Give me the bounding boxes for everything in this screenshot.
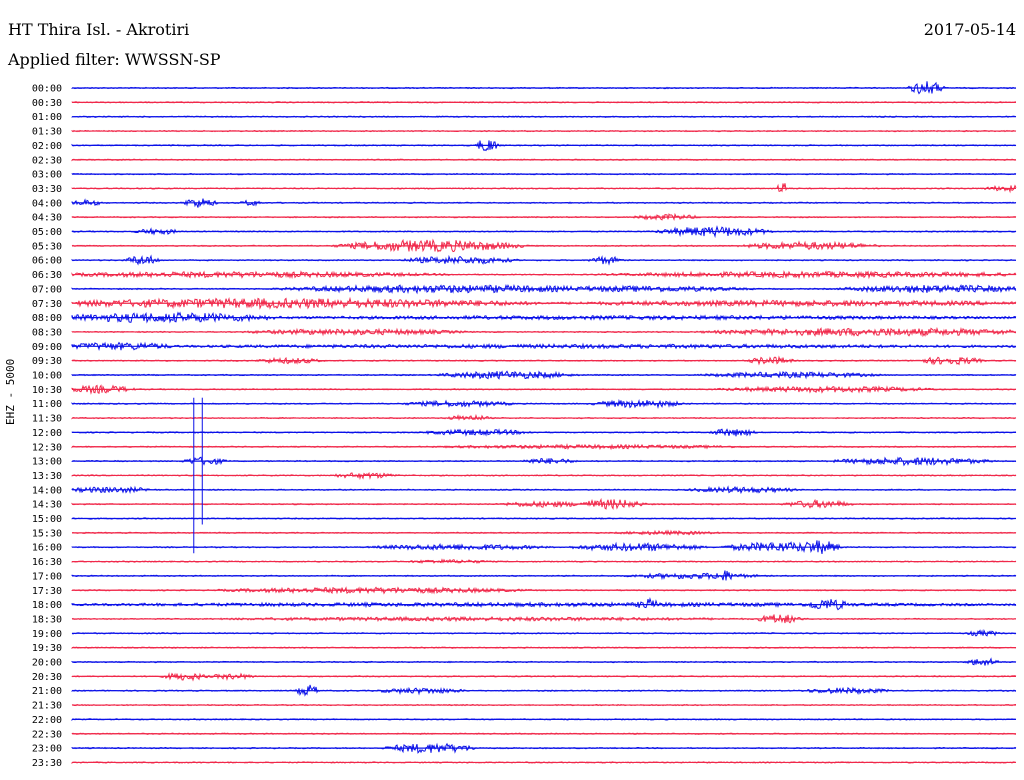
time-tick-label: 13:00	[32, 457, 62, 468]
time-tick-label: 07:30	[32, 299, 62, 310]
station-title: HT Thira Isl. - Akrotiri	[8, 20, 190, 39]
time-tick-label: 19:00	[32, 629, 62, 640]
time-tick-label: 02:30	[32, 155, 62, 166]
time-tick-label: 01:00	[32, 112, 62, 123]
time-tick-label: 22:30	[32, 729, 62, 740]
time-tick-label: 00:00	[32, 84, 62, 95]
time-tick-label: 12:00	[32, 428, 62, 439]
record-date: 2017-05-14	[923, 20, 1016, 39]
time-tick-label: 06:30	[32, 270, 62, 281]
time-tick-label: 05:30	[32, 241, 62, 252]
trace-line	[71, 183, 1017, 194]
time-tick-label: 17:30	[32, 586, 62, 597]
time-tick-label: 08:00	[32, 313, 62, 324]
time-tick-label: 18:30	[32, 614, 62, 625]
time-tick-label: 17:00	[32, 571, 62, 582]
time-tick-label: 18:00	[32, 600, 62, 611]
time-tick-label: 23:30	[32, 758, 62, 769]
time-tick-label: 10:00	[32, 371, 62, 382]
time-tick-label: 22:00	[32, 715, 62, 726]
time-tick-label: 10:30	[32, 385, 62, 396]
time-tick-label: 20:30	[32, 672, 62, 683]
trace-line	[71, 684, 1017, 697]
time-tick-label: 15:00	[32, 514, 62, 525]
time-tick-label: 01:30	[32, 127, 62, 138]
time-tick-label: 09:00	[32, 342, 62, 353]
time-tick-label: 03:30	[32, 184, 62, 195]
time-tick-label: 06:00	[32, 256, 62, 267]
time-tick-label: 12:30	[32, 442, 62, 453]
time-tick-label: 03:00	[32, 170, 62, 181]
time-tick-label: 11:30	[32, 414, 62, 425]
time-tick-label: 20:00	[32, 658, 62, 669]
time-tick-label: 11:00	[32, 399, 62, 410]
time-tick-label: 13:30	[32, 471, 62, 482]
time-tick-label: 05:00	[32, 227, 62, 238]
time-tick-label: 08:30	[32, 327, 62, 338]
time-tick-label: 04:30	[32, 213, 62, 224]
time-tick-label: 14:30	[32, 500, 62, 511]
time-tick-label: 23:00	[32, 744, 62, 755]
time-tick-label: 07:00	[32, 284, 62, 295]
time-tick-label: 21:00	[32, 686, 62, 697]
time-tick-label: 09:30	[32, 356, 62, 367]
time-tick-label: 21:30	[32, 701, 62, 712]
time-tick-label: 15:30	[32, 528, 62, 539]
time-tick-label: 16:30	[32, 557, 62, 568]
time-tick-label: 16:00	[32, 543, 62, 554]
filter-label: Applied filter: WWSSN-SP	[8, 50, 221, 69]
time-tick-label: 14:00	[32, 485, 62, 496]
time-tick-label: 02:00	[32, 141, 62, 152]
time-tick-label: 00:30	[32, 98, 62, 109]
time-tick-label: 04:00	[32, 198, 62, 209]
time-tick-label: 19:30	[32, 643, 62, 654]
